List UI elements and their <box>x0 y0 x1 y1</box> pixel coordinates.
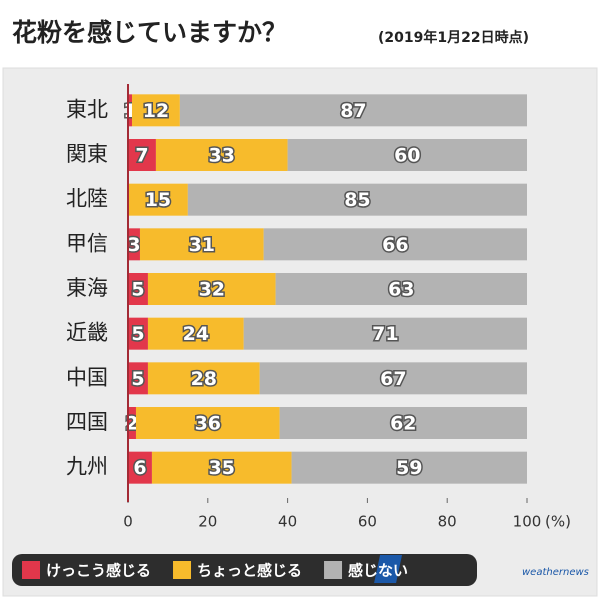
chart-title: 花粉を感じていますか？ <box>12 18 287 47</box>
value-label: 3 <box>127 234 140 256</box>
value-label: 67 <box>380 368 406 390</box>
bar-segment <box>147 317 244 350</box>
value-label: 33 <box>209 145 235 167</box>
value-label: 62 <box>390 413 416 435</box>
category-label: 東北 <box>66 97 108 121</box>
bar-segment <box>128 183 188 216</box>
x-axis-label: (%) <box>545 513 571 531</box>
value-label: 35 <box>209 457 235 479</box>
category-label: 東海 <box>66 276 108 300</box>
x-tick-label: 60 <box>358 513 377 531</box>
legend-swatch <box>173 561 192 579</box>
value-label: 5 <box>131 368 144 390</box>
category-label: 甲信 <box>66 231 108 255</box>
legend-label: けっこう感じる <box>46 562 151 580</box>
bar-segment <box>128 362 148 395</box>
value-label: 5 <box>131 323 144 345</box>
legend-label: ちょっと感じる <box>197 562 302 580</box>
bar-segment <box>128 273 148 305</box>
bar-segment <box>131 94 180 127</box>
bar-segment <box>128 228 140 261</box>
bar-segment <box>128 94 132 127</box>
value-label: 5 <box>131 279 144 301</box>
value-label: 85 <box>344 189 370 211</box>
bar-segment <box>128 451 152 484</box>
value-label: 32 <box>199 279 225 301</box>
value-label: 60 <box>394 145 420 167</box>
value-label: 87 <box>340 100 366 122</box>
logo-mark <box>374 555 403 583</box>
value-label: 36 <box>195 413 221 435</box>
value-label: 7 <box>135 145 148 167</box>
category-label: 九州 <box>66 455 108 479</box>
bar-segment <box>243 317 527 350</box>
value-label: 6 <box>133 457 146 479</box>
value-label: 59 <box>396 457 422 479</box>
bar-segment <box>187 183 527 216</box>
legend-swatch <box>22 561 40 579</box>
bar-segment <box>147 273 276 305</box>
value-label: 63 <box>388 279 414 301</box>
x-tick-label: 100 <box>513 513 542 531</box>
x-tick-label: 40 <box>278 513 297 531</box>
x-tick-label: 80 <box>438 513 457 531</box>
bar-segment <box>135 407 280 439</box>
bar-segment <box>128 407 136 439</box>
category-label: 関東 <box>66 142 108 166</box>
bar-segment <box>147 362 260 395</box>
source: weathernews <box>522 567 589 578</box>
bar-segment <box>259 362 527 395</box>
value-label: 31 <box>189 234 215 256</box>
legend-box <box>12 554 477 586</box>
value-label: 28 <box>191 368 217 390</box>
legend-swatch <box>324 561 343 579</box>
value-label: 71 <box>372 323 398 345</box>
bar-segment <box>279 407 527 439</box>
chart-subtitle: (2019年1月22日時点) <box>378 29 529 46</box>
bar-segment <box>179 94 527 127</box>
category-label: 近畿 <box>66 321 108 345</box>
bar-segment <box>275 273 527 305</box>
bar-segment <box>287 139 527 171</box>
bar-segment <box>151 451 292 484</box>
bar-segment <box>128 139 156 171</box>
x-tick-label: 20 <box>198 513 217 531</box>
value-label: 15 <box>145 189 171 211</box>
bar-segment <box>155 139 288 171</box>
bar-segment <box>139 228 264 261</box>
value-label: 12 <box>143 100 169 122</box>
x-tick-label: 0 <box>123 513 133 531</box>
category-label: 四国 <box>66 410 108 434</box>
bar-segment <box>291 451 527 484</box>
bar-segment <box>128 317 148 350</box>
bar-segment <box>263 228 527 261</box>
value-label: 66 <box>382 234 408 256</box>
category-label: 北陸 <box>66 187 108 211</box>
category-label: 中国 <box>66 365 108 389</box>
value-label: 24 <box>183 323 209 345</box>
legend-label: 感じない <box>348 562 408 580</box>
